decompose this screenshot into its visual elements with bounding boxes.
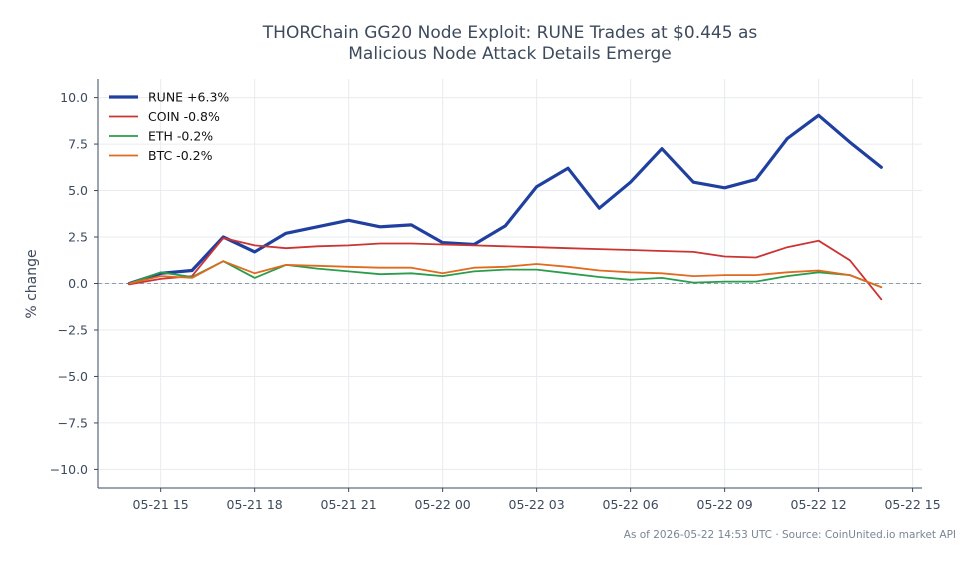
series-line-1 (128, 237, 883, 301)
x-tick-label: 05-22 06 (603, 497, 659, 512)
x-tick-label: 05-22 12 (791, 497, 847, 512)
y-tick-label: 0.0 (68, 276, 88, 291)
x-axis-ticks: 05-21 15 05-21 18 05-21 21 05-22 00 05-22 03… (133, 488, 941, 512)
y-axis-label: % change (24, 249, 40, 318)
y-tick-label: 5.0 (68, 183, 88, 198)
source-footer: As of 2026-05-22 14:53 UTC · Source: Coi… (624, 529, 956, 541)
x-tick-label: 05-22 15 (884, 497, 940, 512)
legend-label: COIN -0.8% (148, 109, 220, 124)
series-line-2 (128, 260, 883, 289)
x-tick-label: 05-22 03 (509, 497, 565, 512)
chart-title: THORChain GG20 Node Exploit: RUNE Trades… (262, 23, 758, 64)
series-line-0 (127, 113, 883, 286)
x-tick-label: 05-21 15 (133, 497, 189, 512)
y-tick-label: 7.5 (68, 137, 88, 152)
chart-title-line-1: THORChain GG20 Node Exploit: RUNE Trades… (262, 23, 758, 43)
y-tick-label: 2.5 (68, 230, 88, 245)
y-tick-label: −5.0 (58, 369, 88, 384)
y-tick-label: −7.5 (58, 415, 88, 430)
chart-title-line-2: Malicious Node Attack Details Emerge (348, 44, 672, 64)
x-tick-label: 05-21 21 (321, 497, 377, 512)
legend-label: RUNE +6.3% (148, 90, 229, 105)
legend-label: ETH -0.2% (148, 129, 213, 144)
y-tick-label: 10.0 (60, 90, 88, 105)
x-tick-label: 05-22 09 (697, 497, 753, 512)
x-tick-label: 05-22 00 (415, 497, 471, 512)
legend-label: BTC -0.2% (148, 148, 213, 163)
y-axis-ticks: −10.0 −7.5 −5.0 −2.5 0.0 2.5 5.0 7.5 10.0 (50, 90, 98, 477)
y-tick-label: −2.5 (58, 322, 88, 337)
x-tick-label: 05-21 18 (227, 497, 283, 512)
series-line-3 (128, 260, 883, 289)
legend: RUNE +6.3% COIN -0.8% ETH -0.2% BTC -0.2% (109, 90, 229, 163)
y-tick-label: −10.0 (50, 462, 88, 477)
series-lines (127, 113, 883, 301)
